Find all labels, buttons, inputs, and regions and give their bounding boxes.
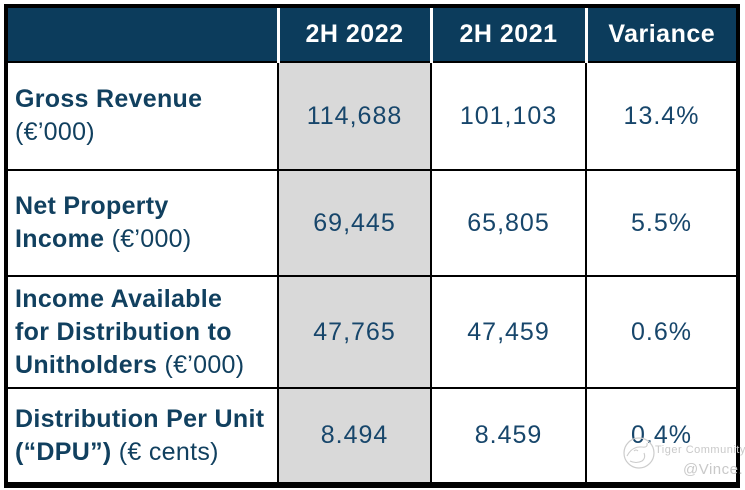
table-row: Distribution Per Unit (“DPU”) (€ cents) 8.… (8, 387, 736, 482)
results-table-frame: 2H 2022 2H 2021 Variance Gross Revenue (€… (4, 4, 740, 488)
metric-cell: Gross Revenue (€’000) (8, 61, 279, 171)
metric-line: (€’000) (15, 118, 95, 146)
metric-cell: Net Property Income (€’000) (8, 169, 279, 277)
metric-line: Income Available (15, 284, 223, 313)
metric-line: Gross Revenue (15, 85, 203, 113)
table-body: Gross Revenue (€’000) 114,688 101,103 13.4% N… (8, 61, 736, 482)
header-cell-metric (8, 8, 278, 63)
metric-line: Net Property (15, 192, 169, 220)
metric-cell: Income Available for Distribution to Unith… (8, 275, 279, 389)
header-cell-variance: Variance (584, 8, 736, 63)
value-cell-2h2021: 8.459 (430, 387, 587, 482)
value-cell-2h2022: 114,688 (277, 61, 432, 171)
variance-cell: 0.4% (585, 387, 736, 482)
metric-line: Unitholders (€’000) (15, 350, 245, 379)
metric-line: (“DPU”) (€ cents) (15, 437, 219, 466)
variance-cell: 0.6% (585, 275, 736, 389)
value-cell-2h2022: 69,445 (277, 169, 432, 277)
table-row: Gross Revenue (€’000) 114,688 101,103 13.4% (8, 61, 736, 171)
financial-results-table: 2H 2022 2H 2021 Variance Gross Revenue (€… (8, 8, 736, 482)
table-header: 2H 2022 2H 2021 Variance (8, 8, 736, 63)
table-row: Income Available for Distribution to Unith… (8, 275, 736, 389)
header-row: 2H 2022 2H 2021 Variance (8, 8, 736, 63)
variance-cell: 13.4% (585, 61, 736, 171)
value-cell-2h2021: 65,805 (430, 169, 587, 277)
value-cell-2h2022: 8.494 (277, 387, 432, 482)
value-cell-2h2021: 47,459 (430, 275, 587, 389)
metric-line: Income (€’000) (15, 225, 192, 253)
table-row: Net Property Income (€’000) 69,445 65,805 5.… (8, 169, 736, 277)
value-cell-2h2021: 101,103 (430, 61, 587, 171)
variance-cell: 5.5% (585, 169, 736, 277)
metric-line: Distribution Per Unit (15, 404, 265, 433)
metric-line: for Distribution to (15, 317, 232, 346)
header-cell-2h2021: 2H 2021 (429, 8, 586, 63)
header-cell-2h2022: 2H 2022 (276, 8, 431, 63)
value-cell-2h2022: 47,765 (277, 275, 432, 389)
metric-cell: Distribution Per Unit (“DPU”) (€ cents) (8, 387, 279, 482)
